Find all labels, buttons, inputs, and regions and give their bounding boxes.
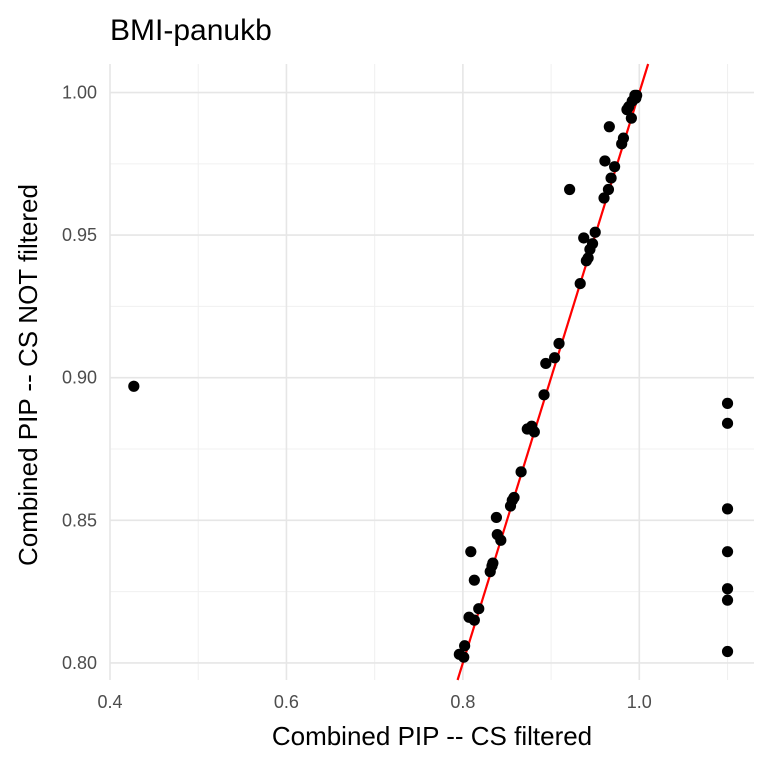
x-axis-ticks: 0.4 0.6 0.8 1.0 <box>97 692 651 712</box>
y-tick-label: 0.85 <box>62 510 97 530</box>
scatter-point <box>631 89 643 101</box>
scatter-point <box>721 503 734 515</box>
data-points <box>128 89 734 663</box>
scatter-point <box>721 397 734 409</box>
scatter-point <box>468 574 480 586</box>
scatter-point <box>602 183 615 196</box>
scatter-point <box>528 426 540 438</box>
x-tick-label: 1.0 <box>627 692 652 712</box>
x-axis-title: Combined PIP -- CS filtered <box>272 721 592 751</box>
y-axis-title: Combined PIP -- CS NOT filtered <box>13 184 43 566</box>
scatter-point <box>721 417 734 429</box>
scatter-point <box>515 466 527 478</box>
scatter-point <box>582 252 594 264</box>
scatter-point <box>495 534 507 546</box>
scatter-point <box>598 192 610 204</box>
scatter-point <box>540 357 552 370</box>
scatter-point <box>538 389 550 401</box>
scatter-point <box>721 583 734 595</box>
scatter-point <box>599 155 611 167</box>
y-axis-ticks: 0.80 0.85 0.90 0.95 1.00 <box>62 83 97 673</box>
scatter-point <box>609 161 621 173</box>
y-tick-label: 0.90 <box>62 368 97 388</box>
scatter-point <box>508 491 520 504</box>
scatter-point <box>605 172 617 184</box>
scatter-point <box>721 645 734 658</box>
scatter-point <box>586 238 599 250</box>
x-tick-label: 0.6 <box>274 692 299 712</box>
scatter-point <box>473 603 485 615</box>
scatter-point <box>459 640 471 652</box>
scatter-point <box>487 557 499 569</box>
scatter-point <box>465 546 477 558</box>
scatter-point <box>458 651 470 663</box>
y-tick-label: 0.95 <box>62 225 97 245</box>
y-tick-label: 0.80 <box>62 653 97 673</box>
scatter-point <box>578 232 590 244</box>
scatter-point <box>490 511 502 524</box>
scatter-point <box>549 352 561 364</box>
scatter-point <box>128 380 140 392</box>
scatter-point <box>603 121 615 133</box>
chart-title: BMI-panukb <box>110 14 272 47</box>
scatter-point <box>625 112 637 124</box>
scatter-point <box>721 546 734 558</box>
minor-gridlines <box>110 64 754 680</box>
scatter-point <box>617 132 630 144</box>
major-gridlines <box>109 64 754 680</box>
scatter-point <box>721 594 734 606</box>
y-tick-label: 1.00 <box>62 83 97 103</box>
scatter-point <box>589 226 601 238</box>
scatter-point <box>553 337 565 350</box>
scatter-point <box>574 277 586 290</box>
scatter-point <box>564 183 576 196</box>
scatter-point <box>468 614 480 626</box>
x-tick-label: 0.4 <box>97 692 122 712</box>
x-tick-label: 0.8 <box>450 692 475 712</box>
